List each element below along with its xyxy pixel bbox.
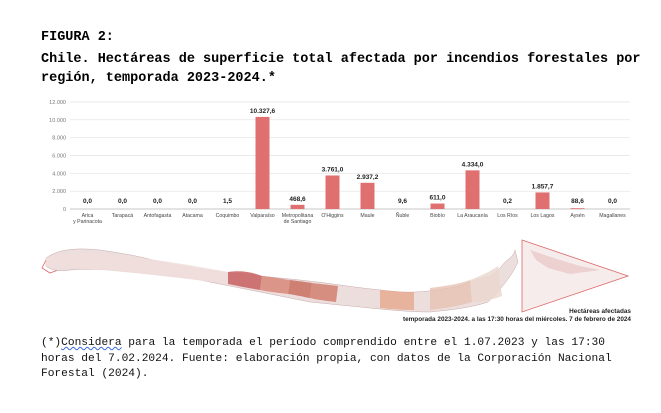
value-labels: 0,0 0,0 0,0 0,0 1,5 10.327,6 468,6 3.761,0 2.937… — [83, 108, 617, 205]
category-label: O'Higgins — [321, 213, 344, 219]
value-label: 1,5 — [223, 198, 232, 205]
y-tick-label: 10.000 — [49, 118, 66, 124]
bar — [255, 116, 270, 209]
value-label: 3.761,0 — [322, 166, 344, 173]
bar — [360, 182, 375, 209]
category-label: Valparaíso — [250, 213, 275, 219]
map-region-araucania — [380, 290, 414, 310]
map-region-loslagos — [430, 280, 472, 310]
category-label: Los Lagos — [531, 213, 555, 219]
category-label: Arica y Parinacota — [73, 213, 102, 225]
footnote-flagged-word: Considera — [61, 337, 122, 349]
value-label: 0,0 — [83, 198, 92, 205]
map-region-valparaiso — [228, 271, 262, 290]
category-labels: Arica y Parinacota Tarapacá Antofagasta Atac… — [73, 212, 626, 225]
chart-grid — [70, 101, 630, 210]
value-label: 2.937,2 — [357, 174, 379, 181]
y-tick-label: 12.000 — [49, 100, 66, 106]
footnote-marker: (*) — [41, 337, 62, 349]
category-label: Coquimbo — [216, 213, 240, 219]
footnote: (*)Considera para la temporada el períod… — [41, 336, 641, 383]
map-caption: Hectáreas afectadas temporada 2023-2024.… — [403, 308, 631, 324]
y-tick-label: 0 — [63, 207, 66, 213]
bar — [430, 203, 445, 209]
category-label: Los Ríos — [497, 213, 518, 219]
category-label: Ñuble — [396, 212, 410, 219]
y-tick-label: 6.000 — [52, 154, 66, 160]
value-label: 10.327,6 — [250, 108, 276, 115]
value-label: 0,0 — [118, 198, 127, 205]
map-region-ohiggins — [288, 280, 312, 298]
category-label: Antofagasta — [144, 213, 172, 219]
category-label: Magallanes — [599, 213, 626, 219]
figure-title: Chile. Hectáreas de superficie total afe… — [41, 52, 641, 86]
value-label: 88,6 — [571, 198, 584, 205]
bar — [535, 192, 550, 209]
category-label: Maule — [360, 213, 374, 219]
y-tick-label: 4.000 — [52, 171, 66, 177]
map-region-maule — [310, 283, 338, 302]
map-antarctic-detail — [530, 250, 600, 274]
footnote-text: para la temporada el período comprendido… — [41, 337, 612, 380]
value-label: 611,0 — [430, 195, 446, 202]
map-region-north — [46, 253, 228, 284]
value-label: 0,0 — [608, 198, 617, 205]
value-label: 9,6 — [398, 198, 407, 205]
category-label: Tarapacá — [112, 213, 133, 219]
value-label: 468,6 — [289, 196, 306, 203]
map-caption-line1: Hectáreas afectadas — [569, 308, 631, 315]
value-label: 0,0 — [188, 198, 197, 205]
map-region-magallanes — [521, 239, 630, 313]
category-label: Atacama — [182, 213, 203, 219]
bar — [465, 170, 480, 209]
category-label: Aysén — [570, 213, 584, 219]
map-region-aysen — [470, 266, 502, 302]
value-label: 1.857,7 — [532, 183, 554, 190]
chile-map — [41, 239, 630, 313]
y-tick-label: 8.000 — [52, 136, 66, 142]
bar — [570, 208, 585, 209]
figure-label: FIGURA 2: — [41, 30, 114, 45]
y-axis-ticks: 12.000 10.000 8.000 6.000 4.000 2.000 0 — [49, 100, 66, 213]
value-label: 0,2 — [503, 198, 512, 205]
category-label: Biobío — [430, 213, 445, 219]
category-label: La Araucanía — [457, 213, 488, 219]
map-caption-line2: temporada 2023-2024. a las 17:30 horas d… — [402, 316, 631, 323]
bars — [255, 116, 585, 209]
map-region-santiago — [260, 276, 290, 294]
y-tick-label: 2.000 — [52, 189, 66, 195]
value-label: 4.334,0 — [462, 161, 484, 168]
bar — [325, 175, 340, 209]
value-label: 0,0 — [153, 198, 162, 205]
category-label: Metropolitana de Santiago — [282, 213, 314, 225]
bar — [290, 204, 305, 209]
